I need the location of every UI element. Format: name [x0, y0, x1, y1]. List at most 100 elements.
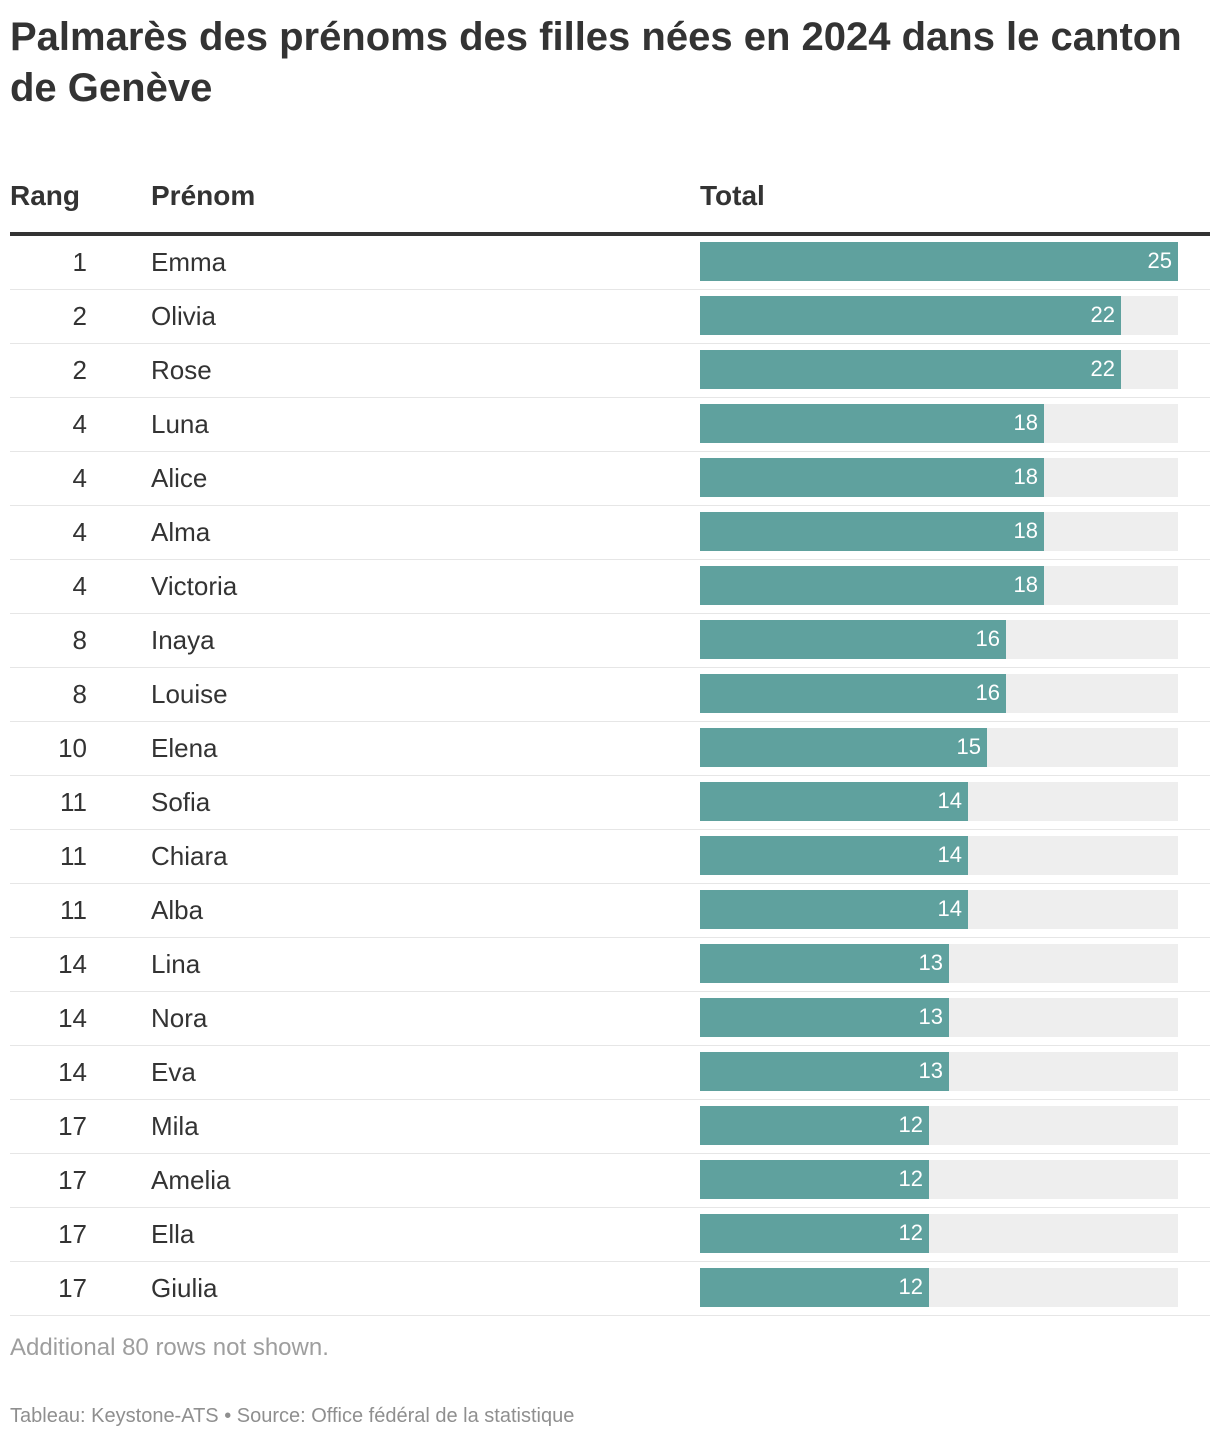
rank-cell: 4 — [72, 571, 87, 601]
bar-value-label: 18 — [1013, 518, 1038, 543]
bar — [700, 728, 987, 767]
table-row: 11 Chiara 14 — [10, 830, 1210, 884]
bar-track: 18 — [700, 566, 1178, 605]
bar-value-label: 22 — [1090, 302, 1115, 327]
rank-cell: 8 — [72, 679, 87, 709]
bar-value-label: 13 — [918, 950, 943, 975]
rank-cell: 2 — [72, 355, 87, 385]
bar — [700, 620, 1006, 659]
bar-value-label: 12 — [898, 1274, 923, 1299]
table-row: 4 Alice 18 — [10, 452, 1210, 506]
bar-track: 25 — [700, 242, 1178, 281]
bar — [700, 566, 1044, 605]
bar-value-label: 15 — [956, 734, 981, 759]
bar — [700, 1052, 949, 1091]
table-row: 14 Lina 13 — [10, 938, 1210, 992]
name-cell: Sofia — [151, 787, 211, 817]
table-row: 4 Alma 18 — [10, 506, 1210, 560]
table-row: 1 Emma 25 — [10, 236, 1210, 290]
rank-cell: 10 — [58, 733, 87, 763]
bar — [700, 242, 1178, 281]
name-cell: Inaya — [151, 625, 215, 655]
table-row: 17 Mila 12 — [10, 1100, 1210, 1154]
rank-cell: 11 — [60, 787, 87, 817]
name-cell: Luna — [151, 409, 209, 439]
name-cell: Ella — [151, 1219, 195, 1249]
bar-value-label: 12 — [898, 1220, 923, 1245]
bar-value-label: 13 — [918, 1058, 943, 1083]
bar-track: 16 — [700, 620, 1178, 659]
table-header: Rang Prénom Total — [10, 174, 1210, 222]
name-cell: Mila — [151, 1111, 199, 1141]
name-cell: Lina — [151, 949, 201, 979]
name-cell: Rose — [151, 355, 212, 385]
rows-not-shown-note: Additional 80 rows not shown. — [10, 1334, 329, 1361]
column-header-name: Prénom — [151, 180, 256, 211]
bar-track: 14 — [700, 782, 1178, 821]
name-cell: Giulia — [151, 1273, 218, 1303]
name-cell: Amelia — [151, 1165, 231, 1195]
table-row: 4 Victoria 18 — [10, 560, 1210, 614]
bar — [700, 998, 949, 1037]
table-row: 17 Ella 12 — [10, 1208, 1210, 1262]
rank-cell: 17 — [58, 1273, 87, 1303]
name-cell: Victoria — [151, 571, 238, 601]
rank-cell: 17 — [58, 1111, 87, 1141]
name-cell: Nora — [151, 1003, 208, 1033]
rank-cell: 4 — [72, 463, 87, 493]
table-row: 4 Luna 18 — [10, 398, 1210, 452]
table-row: 10 Elena 15 — [10, 722, 1210, 776]
table-row: 8 Louise 16 — [10, 668, 1210, 722]
table-row: 2 Olivia 22 — [10, 290, 1210, 344]
name-cell: Alma — [151, 517, 211, 547]
bar-value-label: 18 — [1013, 410, 1038, 435]
bar-value-label: 18 — [1013, 572, 1038, 597]
bar-track: 13 — [700, 944, 1178, 983]
name-cell: Emma — [151, 247, 227, 277]
bar — [700, 1160, 929, 1199]
chart-title: Palmarès des prénoms des filles nées en … — [10, 15, 1182, 110]
bar-track: 22 — [700, 350, 1178, 389]
rank-cell: 8 — [72, 625, 87, 655]
bar — [700, 404, 1044, 443]
bar-track: 16 — [700, 674, 1178, 713]
bar-value-label: 22 — [1090, 356, 1115, 381]
rank-cell: 17 — [58, 1165, 87, 1195]
rank-cell: 17 — [58, 1219, 87, 1249]
bar — [700, 458, 1044, 497]
bar — [700, 836, 968, 875]
name-cell: Alba — [151, 895, 204, 925]
bar-value-label: 13 — [918, 1004, 943, 1029]
source-credit: Tableau: Keystone-ATS • Source: Office f… — [10, 1405, 575, 1427]
bar — [700, 782, 968, 821]
table-row: 17 Amelia 12 — [10, 1154, 1210, 1208]
bar — [700, 512, 1044, 551]
column-header-total: Total — [700, 180, 765, 211]
table-row: 14 Nora 13 — [10, 992, 1210, 1046]
bar — [700, 1106, 929, 1145]
header-divider — [10, 232, 1210, 236]
bar — [700, 1268, 929, 1307]
rank-cell: 14 — [58, 1003, 87, 1033]
bar-track: 12 — [700, 1268, 1178, 1307]
bar-track: 13 — [700, 998, 1178, 1037]
bar-value-label: 18 — [1013, 464, 1038, 489]
rank-cell: 4 — [72, 517, 87, 547]
rank-cell: 1 — [72, 247, 87, 277]
bar-value-label: 16 — [975, 680, 1000, 705]
bar-value-label: 12 — [898, 1112, 923, 1137]
bar — [700, 944, 949, 983]
bar-track: 12 — [700, 1106, 1178, 1145]
bar-track: 14 — [700, 836, 1178, 875]
rank-cell: 11 — [60, 841, 87, 871]
bar — [700, 296, 1121, 335]
bar-value-label: 14 — [937, 842, 962, 867]
table-row: 17 Giulia 12 — [10, 1262, 1210, 1316]
bar-track: 14 — [700, 890, 1178, 929]
name-cell: Alice — [151, 463, 208, 493]
rank-cell: 14 — [58, 1057, 87, 1087]
bar-track: 18 — [700, 512, 1178, 551]
table-row: 2 Rose 22 — [10, 344, 1210, 398]
bar — [700, 1214, 929, 1253]
bar-value-label: 14 — [937, 896, 962, 921]
